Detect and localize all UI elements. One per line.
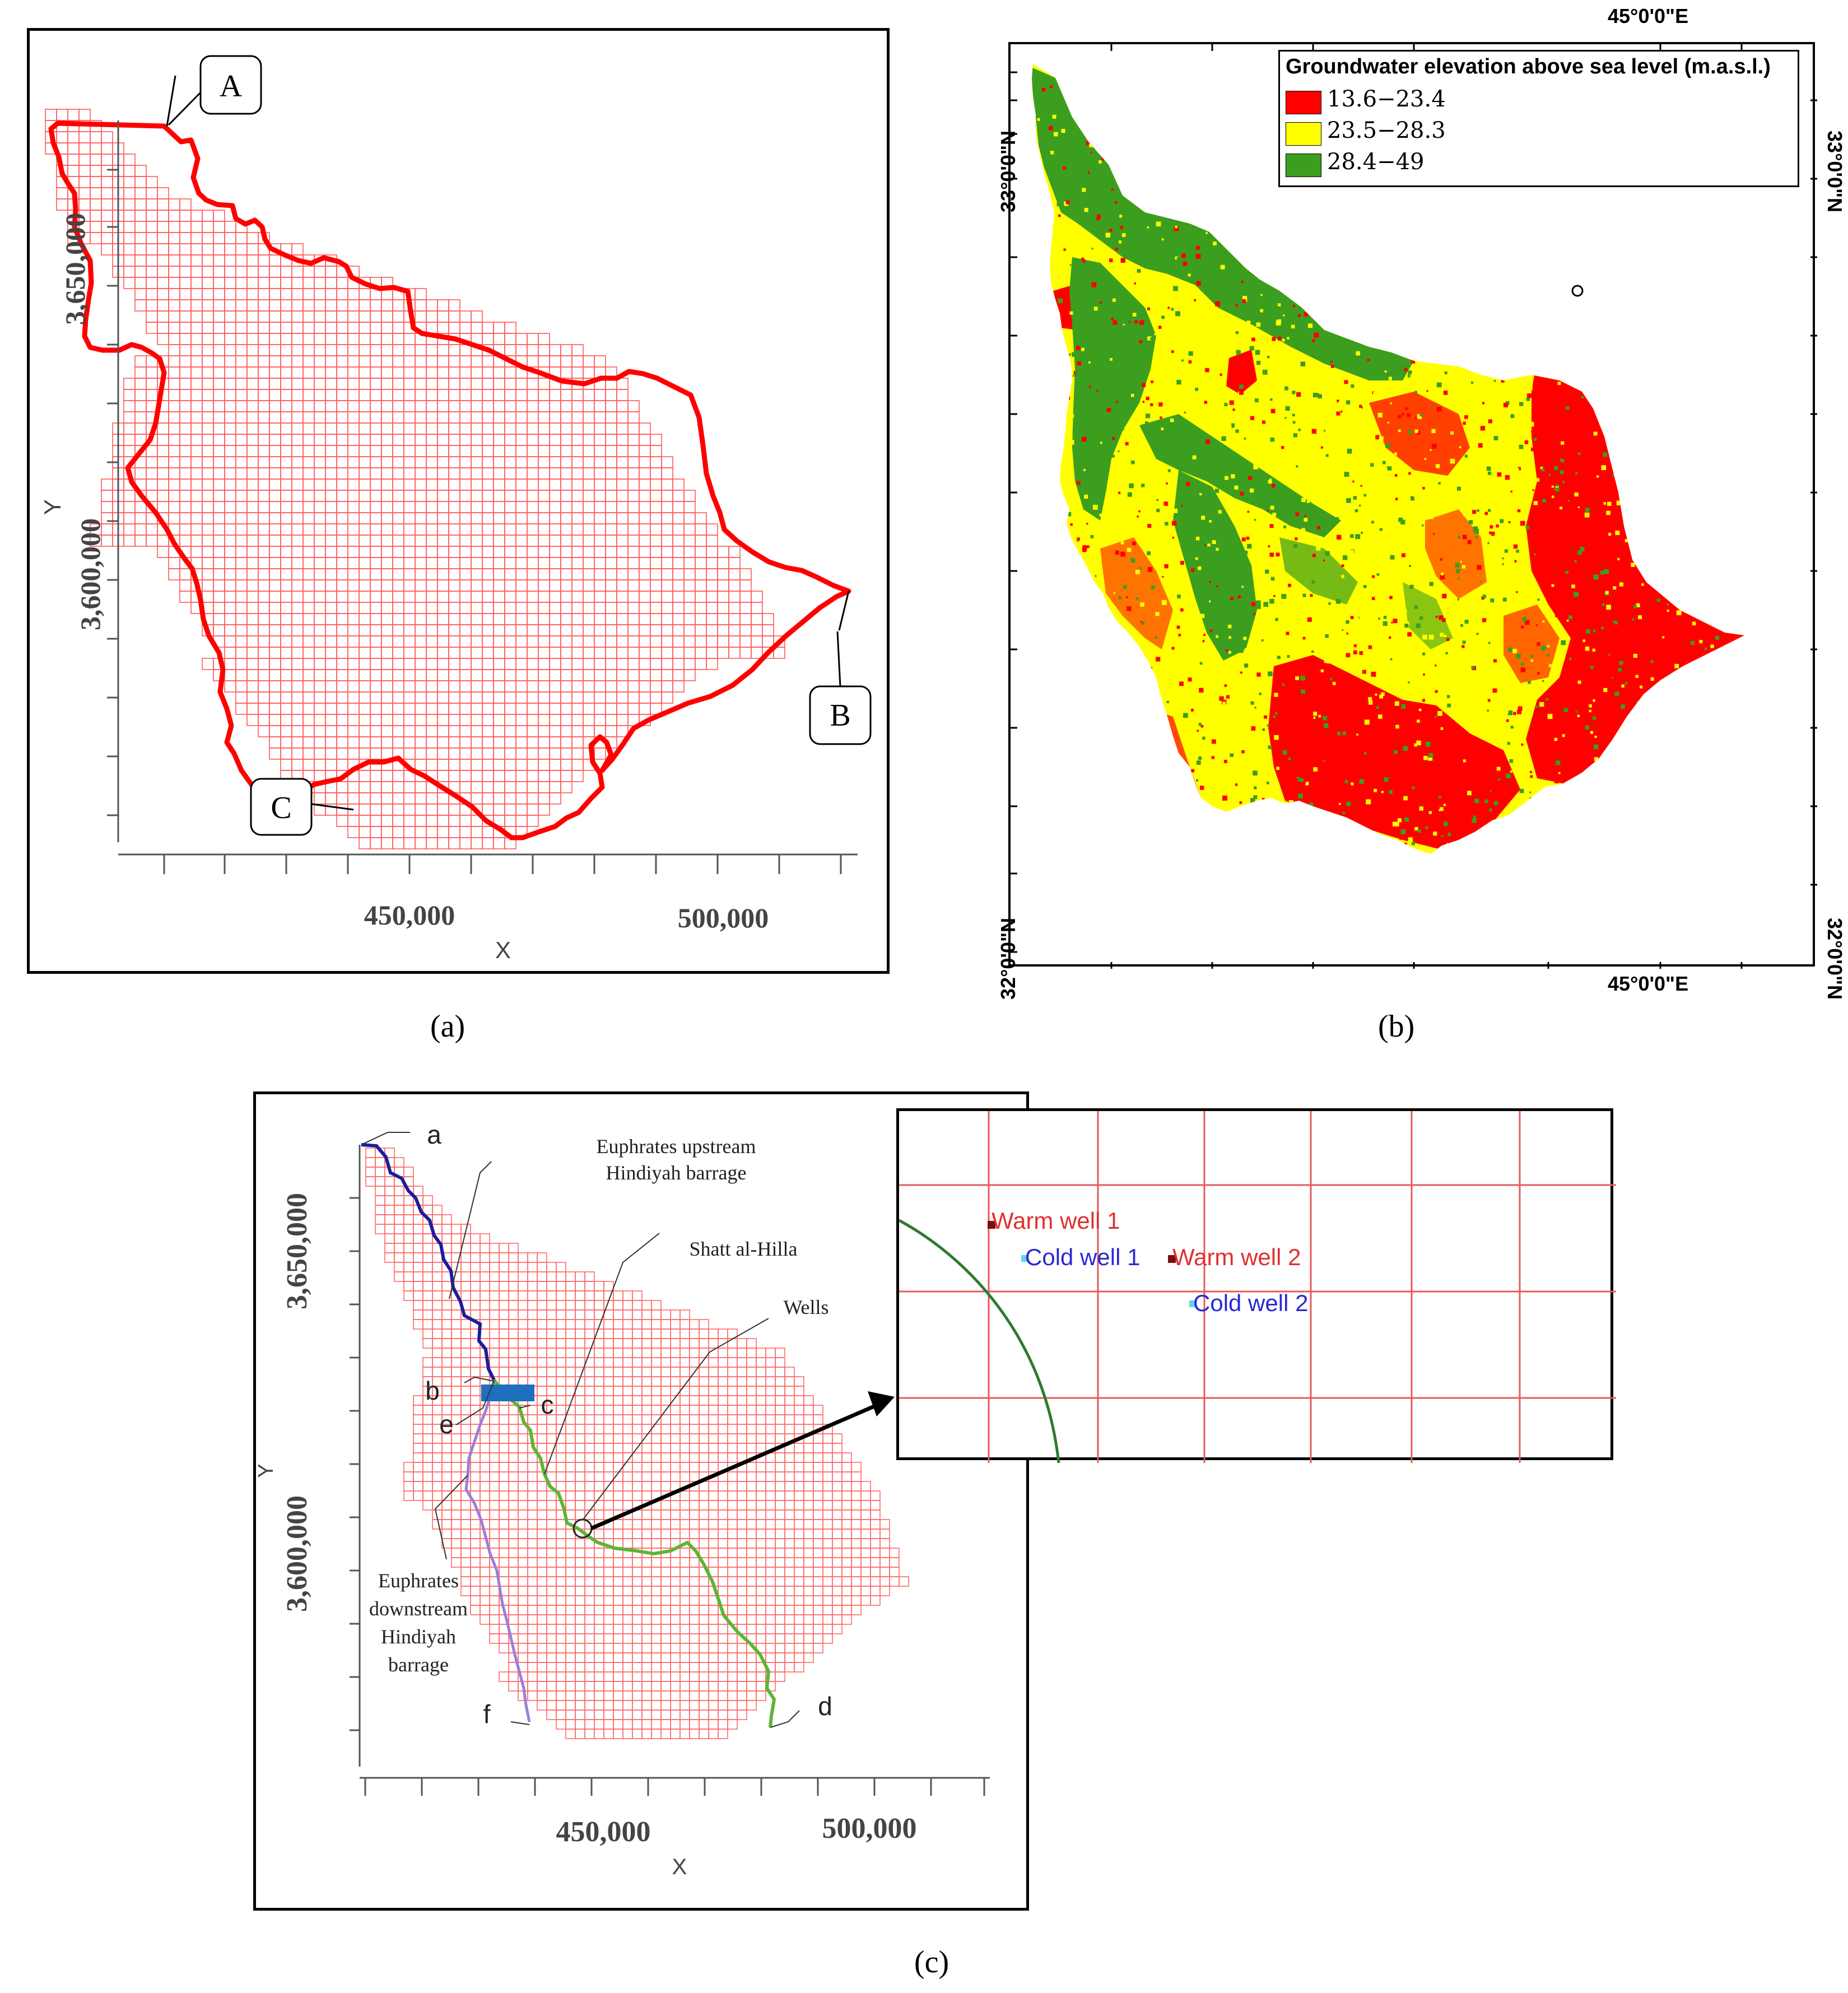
caption-a: (a) bbox=[430, 1009, 466, 1044]
study-area-boundary bbox=[48, 120, 851, 840]
legend-swatch-green bbox=[1286, 154, 1321, 177]
annotation-euphrates-downstream-line1: Euphrates bbox=[378, 1569, 459, 1592]
zoom-arrowhead bbox=[868, 1391, 895, 1416]
lat-label-upper-right: 33°0'0"N bbox=[1823, 130, 1846, 213]
inset-river bbox=[898, 1219, 1060, 1464]
callout-c: C bbox=[250, 778, 354, 836]
hindiyah-barrage bbox=[481, 1385, 534, 1401]
wells-location-marker bbox=[1571, 285, 1584, 297]
y-tick-label: 3,600,000 bbox=[75, 518, 106, 630]
y-tick-label: 3,650,000 bbox=[59, 213, 91, 325]
cold-well-1-label: Cold well 1 bbox=[1025, 1244, 1140, 1270]
annotation-euphrates-downstream-line4: barrage bbox=[388, 1653, 449, 1676]
y-axis-title: Y bbox=[39, 499, 66, 515]
legend-item: 13.6−23.4 bbox=[1286, 86, 1678, 115]
x-axis bbox=[360, 1777, 990, 1796]
warm-well-2-label: Warm well 2 bbox=[1172, 1244, 1301, 1270]
legend-item: 23.5−28.3 bbox=[1286, 118, 1678, 147]
x-axis-title: X bbox=[495, 937, 511, 963]
warm-well-1-marker bbox=[988, 1221, 995, 1229]
inset-grid bbox=[899, 1111, 1616, 1463]
warm-well-1-label: Warm well 1 bbox=[992, 1207, 1120, 1234]
point-label-d: d bbox=[818, 1692, 832, 1721]
legend-swatch-yellow bbox=[1286, 122, 1321, 146]
caption-c: (c) bbox=[914, 1945, 949, 1980]
zoom-arrow bbox=[590, 1403, 878, 1531]
legend: Groundwater elevation above sea level (m… bbox=[1278, 50, 1799, 187]
annotation-euphrates-downstream-line3: Hindiyah bbox=[381, 1625, 456, 1648]
callout-label: C bbox=[271, 791, 291, 825]
x-axis-title: X bbox=[672, 1855, 687, 1879]
x-tick-label: 450,000 bbox=[556, 1816, 651, 1848]
model-grid bbox=[45, 109, 785, 849]
euphrates-upstream-river bbox=[361, 1143, 496, 1381]
panel-c: 450,000 500,000 X 3,650,000 3,600,000 Y … bbox=[253, 1091, 1029, 1911]
callout-label: A bbox=[220, 69, 243, 104]
panel-a-map: 450,000 500,000 X 3,650,000 3,600,000 Y … bbox=[39, 55, 872, 963]
panel-c-map: 450,000 500,000 X 3,650,000 3,600,000 Y … bbox=[254, 1120, 990, 1879]
callout-label: B bbox=[830, 698, 850, 733]
legend-swatch-red bbox=[1286, 91, 1321, 114]
lat-label-lower-left: 32°0'0"N bbox=[997, 917, 1020, 1000]
x-axis bbox=[118, 853, 858, 874]
x-tick-label: 500,000 bbox=[678, 902, 769, 933]
legend-label: 23.5−28.3 bbox=[1327, 118, 1446, 143]
legend-label: 13.6−23.4 bbox=[1327, 86, 1446, 112]
wells-inset: Warm well 1 Cold well 1 Warm well 2 Cold… bbox=[896, 1108, 1616, 1464]
annotation-euphrates-upstream-line1: Euphrates upstream bbox=[597, 1135, 756, 1158]
warm-well-2-marker bbox=[1168, 1255, 1176, 1263]
caption-b: (b) bbox=[1378, 1009, 1415, 1044]
y-axis bbox=[107, 120, 119, 842]
point-label-e: e bbox=[439, 1410, 454, 1439]
legend-item: 28.4−49 bbox=[1286, 149, 1678, 178]
cold-well-2-label: Cold well 2 bbox=[1193, 1290, 1308, 1316]
lon-label-top: 45°0'0"E bbox=[1608, 4, 1689, 27]
annotation-euphrates-upstream-line2: Hindiyah barrage bbox=[606, 1162, 747, 1184]
y-tick-label: 3,650,000 bbox=[281, 1193, 313, 1309]
x-tick-label: 500,000 bbox=[822, 1813, 917, 1845]
euphrates-downstream-river bbox=[464, 1379, 531, 1722]
x-tick-label: 450,000 bbox=[364, 899, 455, 931]
shatt-al-hilla-river bbox=[492, 1379, 776, 1728]
legend-label: 28.4−49 bbox=[1327, 149, 1425, 175]
panel-b: Groundwater elevation above sea level (m… bbox=[1008, 42, 1817, 969]
lat-label-upper-left: 33°0'0"N bbox=[997, 130, 1020, 213]
point-label-a: a bbox=[427, 1120, 441, 1149]
callout-a: A bbox=[166, 55, 262, 127]
annotation-euphrates-downstream-line2: downstream bbox=[369, 1597, 468, 1620]
cold-well-1-marker bbox=[1021, 1255, 1028, 1262]
legend-title: Groundwater elevation above sea level (m… bbox=[1286, 55, 1771, 78]
wells-inset-map: Warm well 1 Cold well 1 Warm well 2 Cold… bbox=[898, 1111, 1616, 1464]
point-label-c: c bbox=[541, 1390, 554, 1419]
model-grid bbox=[365, 1148, 909, 1739]
y-axis bbox=[350, 1145, 361, 1767]
cold-well-2-marker bbox=[1189, 1300, 1196, 1307]
lon-label-bottom: 45°0'0"E bbox=[1608, 972, 1689, 995]
point-label-b: b bbox=[425, 1376, 440, 1405]
y-tick-label: 3,600,000 bbox=[281, 1495, 313, 1612]
graticule-ticks bbox=[1011, 44, 1817, 969]
groundwater-elevation-map bbox=[1011, 44, 1817, 969]
y-axis-title: Y bbox=[254, 1464, 278, 1478]
annotation-shatt-al-hilla: Shatt al-Hilla bbox=[690, 1238, 798, 1260]
callout-b: B bbox=[809, 591, 872, 745]
point-label-f: f bbox=[483, 1699, 491, 1729]
lat-label-lower-right: 32°0'0"N bbox=[1823, 917, 1846, 1000]
annotation-wells: Wells bbox=[783, 1296, 828, 1318]
panel-a: 450,000 500,000 X 3,650,000 3,600,000 Y … bbox=[27, 28, 890, 974]
